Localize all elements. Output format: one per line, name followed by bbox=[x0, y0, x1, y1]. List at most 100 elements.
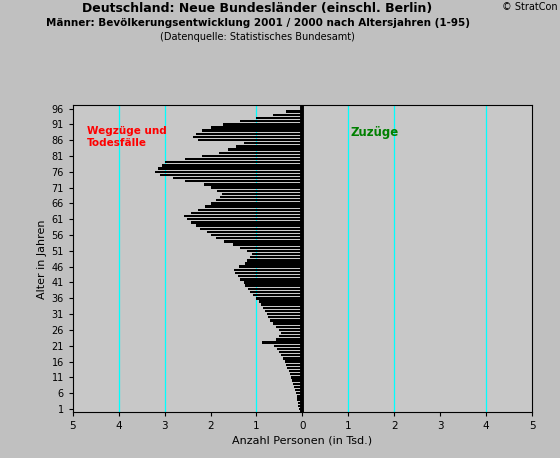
Bar bbox=[212, 202, 302, 205]
Text: Deutschland: Neue Bundesländer (einschl. Berlin): Deutschland: Neue Bundesländer (einschl.… bbox=[82, 2, 433, 15]
Bar bbox=[198, 208, 302, 211]
Bar bbox=[196, 224, 302, 227]
Bar bbox=[276, 338, 302, 341]
Text: (Datenquelle: Statistisches Bundesamt): (Datenquelle: Statistisches Bundesamt) bbox=[160, 32, 355, 42]
X-axis label: Anzahl Personen (in Tsd.): Anzahl Personen (in Tsd.) bbox=[232, 436, 372, 445]
Bar bbox=[223, 123, 302, 125]
Bar bbox=[204, 183, 302, 185]
Bar bbox=[192, 212, 302, 214]
Bar bbox=[196, 133, 302, 135]
Bar bbox=[270, 319, 302, 322]
Bar bbox=[219, 152, 302, 154]
Bar bbox=[225, 240, 302, 243]
Bar bbox=[268, 316, 302, 318]
Bar bbox=[239, 266, 302, 268]
Bar bbox=[158, 168, 302, 170]
Bar bbox=[262, 341, 302, 344]
Bar bbox=[281, 332, 302, 334]
Bar bbox=[297, 398, 302, 401]
Bar bbox=[292, 379, 302, 382]
Bar bbox=[193, 136, 302, 138]
Bar bbox=[298, 408, 302, 410]
Bar bbox=[293, 382, 302, 385]
Bar bbox=[165, 161, 302, 164]
Bar bbox=[198, 139, 302, 142]
Bar bbox=[294, 386, 302, 388]
Bar bbox=[276, 326, 302, 328]
Bar bbox=[253, 294, 302, 296]
Bar bbox=[162, 164, 302, 167]
Bar bbox=[252, 253, 302, 255]
Bar bbox=[263, 306, 302, 309]
Bar bbox=[256, 117, 302, 119]
Bar bbox=[217, 190, 302, 192]
Bar bbox=[281, 354, 302, 356]
Bar bbox=[248, 250, 302, 252]
Bar bbox=[216, 199, 302, 202]
Bar bbox=[238, 275, 302, 278]
Bar bbox=[156, 170, 302, 173]
Bar bbox=[245, 284, 302, 287]
Bar bbox=[288, 370, 302, 372]
Bar bbox=[236, 145, 302, 147]
Bar bbox=[228, 148, 302, 151]
Bar bbox=[250, 291, 302, 293]
Bar bbox=[173, 177, 302, 179]
Bar bbox=[235, 272, 302, 274]
Bar bbox=[220, 196, 302, 198]
Bar bbox=[248, 259, 302, 262]
Bar bbox=[240, 120, 302, 122]
Bar bbox=[287, 367, 302, 369]
Bar bbox=[200, 228, 302, 230]
Bar bbox=[277, 348, 302, 350]
Bar bbox=[244, 281, 302, 284]
Bar bbox=[285, 360, 302, 363]
Bar bbox=[245, 262, 302, 265]
Bar bbox=[290, 373, 302, 376]
Bar bbox=[222, 193, 302, 195]
Bar bbox=[278, 329, 302, 331]
Bar bbox=[286, 364, 302, 366]
Bar bbox=[244, 142, 302, 144]
Bar bbox=[297, 395, 302, 398]
Bar bbox=[298, 402, 302, 404]
Bar bbox=[273, 322, 302, 325]
Bar bbox=[234, 269, 302, 271]
Bar bbox=[267, 313, 302, 315]
Y-axis label: Alter in Jahren: Alter in Jahren bbox=[37, 219, 47, 299]
Bar bbox=[240, 278, 302, 280]
Bar bbox=[232, 243, 302, 246]
Bar bbox=[250, 256, 302, 258]
Bar bbox=[192, 221, 302, 224]
Bar bbox=[279, 335, 302, 338]
Bar bbox=[205, 205, 302, 208]
Bar bbox=[295, 389, 302, 391]
Bar bbox=[212, 234, 302, 236]
Bar bbox=[291, 376, 302, 379]
Bar bbox=[185, 180, 302, 182]
Bar bbox=[274, 344, 302, 347]
Bar bbox=[240, 246, 302, 249]
Text: © StratCon: © StratCon bbox=[502, 2, 557, 12]
Bar bbox=[211, 186, 302, 189]
Bar bbox=[265, 310, 302, 312]
Text: Männer: Bevölkerungsentwicklung 2001 / 2000 nach Altersjahren (1-95): Männer: Bevölkerungsentwicklung 2001 / 2… bbox=[45, 18, 470, 28]
Bar bbox=[283, 357, 302, 360]
Bar bbox=[255, 297, 302, 300]
Bar bbox=[186, 218, 302, 220]
Bar bbox=[184, 215, 302, 217]
Bar bbox=[185, 158, 302, 160]
Text: Zuzüge: Zuzüge bbox=[351, 126, 399, 139]
Bar bbox=[298, 405, 302, 407]
Text: Wegzüge und
Todesfälle: Wegzüge und Todesfälle bbox=[87, 126, 166, 147]
Bar bbox=[279, 351, 302, 353]
Bar bbox=[207, 231, 302, 233]
Bar bbox=[273, 114, 302, 116]
Bar bbox=[248, 288, 302, 290]
Bar bbox=[259, 300, 302, 303]
Bar bbox=[216, 237, 302, 240]
Bar bbox=[261, 304, 302, 306]
Bar bbox=[296, 392, 302, 394]
Bar bbox=[211, 126, 302, 129]
Bar bbox=[202, 155, 302, 157]
